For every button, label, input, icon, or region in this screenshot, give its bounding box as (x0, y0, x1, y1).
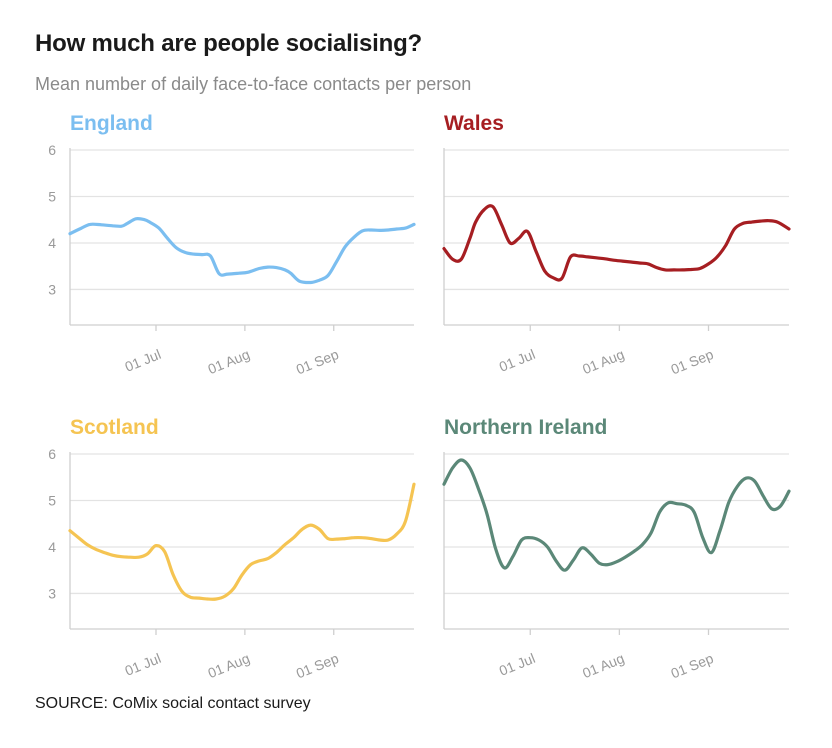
x-tick-label: 01 Aug (206, 650, 252, 681)
series-line-northern-ireland (442, 458, 791, 572)
panel-northern-ireland: Northern Ireland 01 Jul 01 Aug 01 Sep (442, 416, 791, 682)
series-line-scotland (68, 482, 416, 601)
y-tick-label: 6 (48, 446, 56, 462)
panel-scotland: Scotland 3 4 5 6 01 Jul 01 Aug 01 Sep (48, 416, 416, 682)
chart-title: How much are people socialising? (35, 30, 423, 57)
y-tick-label: 6 (48, 142, 56, 158)
x-tick-label: 01 Aug (580, 650, 626, 681)
x-tick-label: 01 Sep (668, 650, 715, 682)
series-line-england (68, 217, 416, 285)
y-tick-label: 5 (48, 188, 56, 204)
x-tick-label: 01 Jul (122, 346, 163, 375)
y-tick-label: 3 (48, 585, 56, 601)
x-tick-label: 01 Sep (668, 346, 715, 378)
x-tick-label: 01 Jul (497, 346, 538, 375)
panel-wales: Wales 01 Jul 01 Aug 01 Sep (442, 112, 791, 378)
source-note: SOURCE: CoMix social contact survey (35, 695, 311, 712)
panel-title: Scotland (70, 416, 159, 439)
y-tick-label: 3 (48, 281, 56, 297)
panel-title: Northern Ireland (444, 416, 607, 439)
panel-title: England (70, 112, 153, 135)
y-tick-label: 5 (48, 492, 56, 508)
panel-england: England 3 4 5 6 01 Jul 01 Aug 01 Sep (48, 112, 416, 378)
panel-title: Wales (444, 112, 504, 135)
x-tick-label: 01 Sep (294, 346, 341, 378)
x-tick-label: 01 Jul (122, 650, 163, 679)
chart-subtitle: Mean number of daily face-to-face contac… (35, 74, 472, 94)
series-line-wales (442, 204, 791, 282)
y-tick-label: 4 (48, 235, 56, 251)
x-tick-label: 01 Aug (206, 346, 252, 377)
x-tick-label: 01 Aug (580, 346, 626, 377)
x-tick-label: 01 Jul (497, 650, 538, 679)
x-tick-label: 01 Sep (294, 650, 341, 682)
y-tick-label: 4 (48, 539, 56, 555)
